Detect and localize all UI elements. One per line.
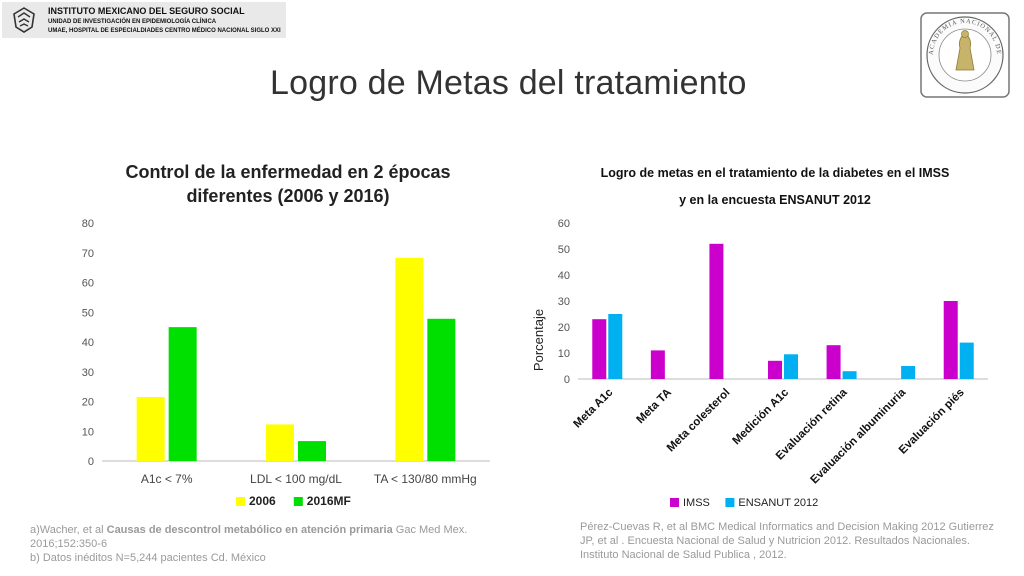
legend-label-ensanut-2012: ENSANUT 2012	[738, 497, 818, 509]
bar-2006	[395, 257, 424, 461]
ytick-label: 0	[564, 374, 570, 386]
ytick-label: 10	[558, 348, 570, 360]
reference-left: a)Wacher, et al Causas de descontrol met…	[30, 523, 500, 565]
ytick-label: 50	[82, 307, 94, 319]
category-label: Meta colesterol	[665, 387, 733, 455]
legend-swatch-ensanut-2012	[725, 498, 735, 507]
category-label: Medición A1c	[731, 386, 792, 447]
bar-2016mf	[427, 318, 456, 461]
ytick-label: 20	[558, 322, 570, 334]
chart-logro-metas: Logro de metas en el tratamiento de la d…	[520, 150, 1010, 520]
bar-2016mf	[168, 327, 197, 461]
bar-ensanut-2012	[959, 342, 974, 379]
bar-ensanut-2012	[608, 314, 623, 379]
category-label: Meta TA	[634, 387, 674, 427]
ytick-label: 70	[82, 248, 94, 260]
unit-name: UNIDAD DE INVESTIGACIÓN EN EPIDEMIOLOGÍA…	[48, 19, 217, 25]
bar-imss	[768, 360, 782, 379]
institution-name: INSTITUTO MEXICANO DEL SEGURO SOCIAL	[48, 6, 245, 16]
bar-2006	[136, 397, 165, 461]
legend-swatch-2016mf	[293, 497, 303, 506]
ytick-label: 60	[558, 218, 570, 230]
ytick-label: 50	[558, 244, 570, 256]
chart2-title-line2: y en la encuesta ENSANUT 2012	[679, 193, 871, 207]
legend-label-2006: 2006	[249, 494, 276, 508]
legend-label-2016mf: 2016MF	[307, 494, 351, 508]
bar-imss	[826, 345, 841, 379]
bar-imss	[592, 319, 607, 379]
chart1-title-line2: diferentes (2006 y 2016)	[186, 186, 389, 206]
slide-title: Logro de Metas del tratamiento	[270, 64, 747, 102]
ytick-label: 30	[82, 367, 94, 379]
reference-b: b) Datos inéditos N=5,244 pacientes Cd. …	[30, 552, 266, 564]
reference-a: a)Wacher, et al Causas de descontrol met…	[30, 524, 468, 550]
category-label: Evaluación piés	[897, 387, 967, 457]
bar-imss	[709, 243, 724, 379]
ytick-label: 40	[82, 337, 94, 349]
bar-2016mf	[298, 441, 326, 461]
chart-control-enfermedad-svg: Control de la enfermedad en 2 épocas dif…	[82, 162, 490, 508]
category-label: TA < 130/80 mmHg	[374, 472, 477, 486]
hospital-name: UMAE, HOSPITAL DE ESPECIALDIADES CENTRO …	[48, 28, 281, 34]
chart2-ylabel: Porcentaje	[531, 309, 546, 371]
bar-imss	[943, 301, 958, 379]
academia-seal-logo: ACADEMIA NACIONAL DE MEDICINA · MÉXICO	[920, 12, 1010, 98]
ytick-label: 60	[82, 278, 94, 290]
imss-header-logo: INSTITUTO MEXICANO DEL SEGURO SOCIAL UNI…	[2, 2, 286, 38]
ytick-label: 10	[82, 426, 94, 438]
bar-2006	[266, 424, 294, 461]
reference-right: Pérez-Cuevas R, et al BMC Medical Inform…	[580, 521, 994, 561]
bar-ensanut-2012	[842, 371, 857, 379]
ytick-label: 30	[558, 296, 570, 308]
ytick-label: 20	[82, 397, 94, 409]
chart1-title-line1: Control de la enfermedad en 2 épocas	[125, 162, 450, 182]
legend-label-imss: IMSS	[683, 497, 710, 509]
legend-swatch-imss	[670, 498, 679, 507]
bar-imss	[650, 350, 665, 379]
chart-logro-metas-svg: Logro de metas en el tratamiento de la d…	[531, 166, 988, 509]
category-label: Evaluación albuminuria	[808, 386, 908, 486]
ytick-label: 0	[88, 456, 94, 468]
bar-ensanut-2012	[901, 366, 916, 379]
category-label: A1c < 7%	[141, 472, 193, 486]
ytick-label: 80	[82, 218, 94, 230]
chart2-title-line1: Logro de metas en el tratamiento de la d…	[601, 166, 950, 180]
legend-swatch-2006	[236, 497, 245, 506]
category-label: LDL < 100 mg/dL	[250, 472, 342, 486]
bar-ensanut-2012	[784, 354, 798, 379]
category-label: Meta A1c	[572, 386, 616, 430]
ytick-label: 40	[558, 270, 570, 282]
chart-control-enfermedad: Control de la enfermedad en 2 épocas dif…	[60, 150, 490, 520]
imss-eagle-icon	[6, 5, 42, 35]
